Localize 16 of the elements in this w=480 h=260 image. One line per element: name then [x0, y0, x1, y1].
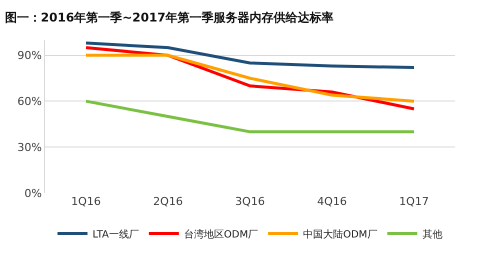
line-series [84, 42, 416, 70]
x-tick-label: 4Q16 [317, 195, 347, 208]
x-tick-label: 3Q16 [235, 195, 265, 208]
y-tick-label: 30% [17, 140, 42, 154]
legend-label: 台湾地区ODM厂 [184, 228, 258, 240]
chart-title: 图一：2016年第一季~2017年第一季服务器内存供给达标率 [4, 10, 334, 24]
x-tick-label: 1Q17 [399, 195, 429, 208]
y-tick-label: 0% [24, 186, 42, 200]
legend-label: 中国大陆ODM厂 [303, 228, 378, 240]
line-series [84, 54, 416, 103]
legend-label: LTA一线厂 [92, 228, 139, 240]
y-tick-label: 60% [17, 95, 42, 108]
y-tick-label: 90% [17, 49, 42, 62]
x-tick-label: 1Q16 [71, 195, 101, 208]
legend-label: 其他 [422, 228, 442, 240]
x-tick-label: 2Q16 [153, 195, 183, 208]
